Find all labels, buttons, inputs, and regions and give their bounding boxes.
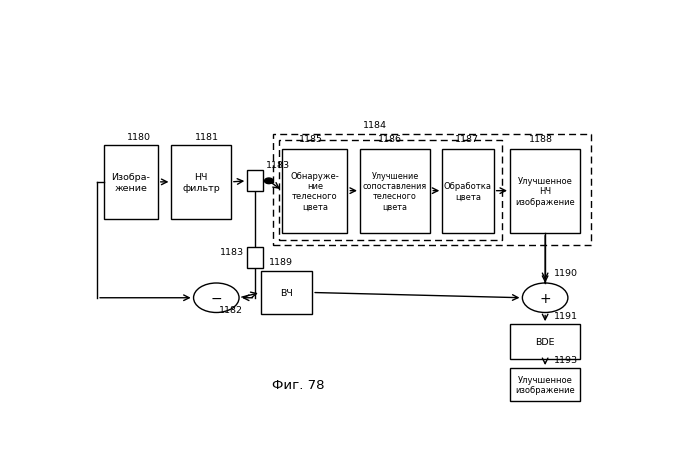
Text: 1180: 1180 xyxy=(127,132,151,142)
Bar xyxy=(273,135,591,246)
Text: Улучшенное
НЧ
изображение: Улучшенное НЧ изображение xyxy=(515,177,575,206)
Text: 1186: 1186 xyxy=(377,135,402,144)
Circle shape xyxy=(264,179,273,184)
Text: 1184: 1184 xyxy=(363,121,387,130)
Text: 1188: 1188 xyxy=(529,135,554,144)
Bar xyxy=(282,149,347,233)
Text: 1189: 1189 xyxy=(269,258,294,267)
Bar xyxy=(247,248,264,268)
Text: Фиг. 78: Фиг. 78 xyxy=(273,379,325,392)
Text: 1193: 1193 xyxy=(554,355,579,364)
Text: 1187: 1187 xyxy=(454,135,479,144)
Bar xyxy=(360,149,431,233)
Text: Улучшенное
изображение: Улучшенное изображение xyxy=(515,375,575,394)
Text: ВЧ: ВЧ xyxy=(280,288,293,297)
Text: 1181: 1181 xyxy=(194,132,219,142)
Text: Обработка
цвета: Обработка цвета xyxy=(444,182,492,201)
Text: 1183: 1183 xyxy=(220,247,245,256)
Text: 1191: 1191 xyxy=(554,312,578,320)
Text: Обнаруже-
ние
телесного
цвета: Обнаруже- ние телесного цвета xyxy=(291,171,339,211)
Bar xyxy=(510,149,580,233)
Bar xyxy=(261,272,312,314)
Text: 1182: 1182 xyxy=(219,306,243,314)
Text: 1185: 1185 xyxy=(299,135,323,144)
Text: НЧ
фильтр: НЧ фильтр xyxy=(182,173,220,192)
Text: 1190: 1190 xyxy=(554,269,578,278)
Bar xyxy=(171,146,231,219)
Bar xyxy=(247,171,264,192)
Bar xyxy=(279,141,503,240)
Bar xyxy=(103,146,158,219)
Text: BDE: BDE xyxy=(535,338,555,346)
Text: Изобра-
жение: Изобра- жение xyxy=(111,173,150,192)
Text: 1183: 1183 xyxy=(266,160,290,169)
Bar xyxy=(442,149,493,233)
Text: Улучшение
сопоставления
телесного
цвета: Улучшение сопоставления телесного цвета xyxy=(363,171,427,211)
Text: −: − xyxy=(210,291,222,305)
Text: +: + xyxy=(540,291,551,305)
Bar xyxy=(510,324,580,359)
Bar xyxy=(510,368,580,401)
